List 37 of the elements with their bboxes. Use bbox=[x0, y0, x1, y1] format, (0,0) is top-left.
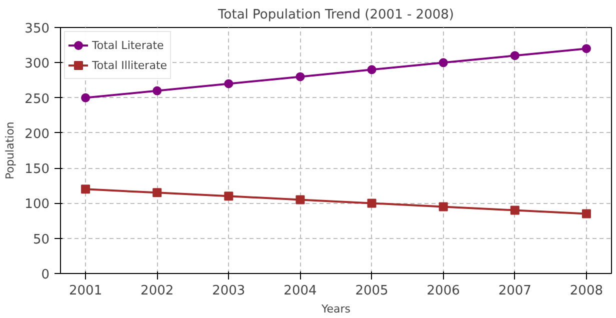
x-tick-label: 2001 bbox=[69, 284, 102, 298]
x-tick-label: 2007 bbox=[498, 284, 532, 298]
y-tick-label: 300 bbox=[24, 56, 50, 72]
y-tick-label: 200 bbox=[24, 126, 50, 142]
point bbox=[367, 198, 376, 208]
y-tick-label: 50 bbox=[32, 232, 50, 248]
x-tick-label: 2004 bbox=[284, 284, 317, 298]
point bbox=[152, 188, 162, 198]
x-tick-label: 2002 bbox=[140, 284, 174, 298]
point bbox=[582, 44, 591, 54]
y-tick-label: 350 bbox=[24, 22, 50, 36]
point bbox=[224, 79, 234, 88]
point bbox=[438, 202, 448, 212]
point bbox=[296, 72, 305, 82]
point bbox=[152, 86, 162, 96]
x-tick-label: 2005 bbox=[355, 284, 388, 298]
y-tick-label: 0 bbox=[41, 268, 50, 282]
y-tick-label: 150 bbox=[24, 162, 50, 178]
legend-label: Total Literate bbox=[92, 38, 164, 52]
x-tick-label: 2006 bbox=[426, 284, 460, 298]
point bbox=[582, 209, 591, 218]
point bbox=[81, 184, 90, 194]
point bbox=[510, 51, 520, 60]
point bbox=[367, 65, 376, 74]
point bbox=[438, 58, 448, 68]
y-tick-label: 100 bbox=[24, 197, 50, 212]
chart-title: Total Population Trend (2001 - 2008) bbox=[217, 8, 454, 22]
y-axis-title: Population bbox=[4, 122, 17, 180]
y-tick-label: 250 bbox=[24, 92, 50, 107]
point bbox=[224, 192, 234, 201]
point bbox=[296, 195, 305, 204]
x-axis-title: Years bbox=[320, 302, 351, 316]
legend-label: Total Illiterate bbox=[92, 58, 168, 72]
x-tick-label: 2003 bbox=[212, 284, 246, 298]
x-tick-label: 2008 bbox=[570, 284, 604, 298]
point bbox=[510, 206, 520, 215]
point bbox=[81, 93, 90, 102]
